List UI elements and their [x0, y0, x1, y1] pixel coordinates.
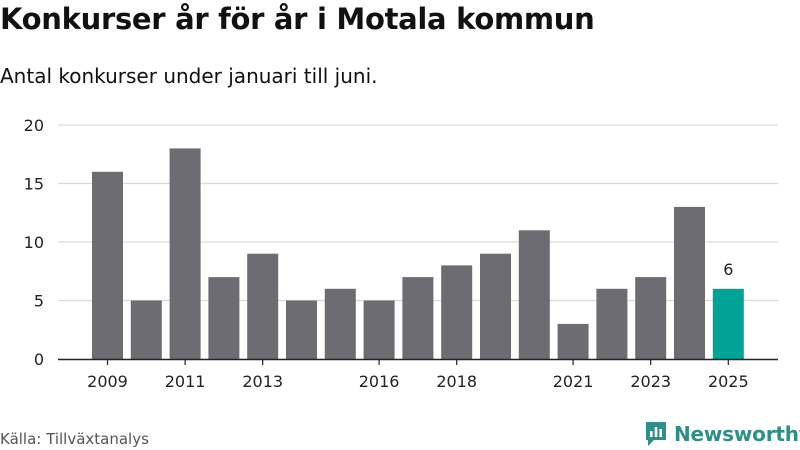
bar: [208, 277, 240, 359]
x-tick-label: 2021: [553, 372, 594, 391]
y-tick-label: 0: [34, 350, 44, 369]
bar: [441, 265, 473, 359]
brand-name: Newsworthy: [674, 422, 800, 446]
brand-logo: Newsworthy: [644, 420, 800, 448]
y-tick-label: 10: [24, 233, 44, 252]
source-note: Källa: Tillväxtanalys: [0, 430, 149, 448]
chart-subtitle: Antal konkurser under januari till juni.: [0, 64, 378, 88]
bar: [596, 288, 628, 359]
grid-layer: [58, 124, 778, 302]
bar: [363, 300, 395, 359]
bar: [247, 253, 279, 359]
chart-title: Konkurser år för år i Motala kommun: [0, 2, 595, 36]
bar-chart: 0 5 10 15 20 2009 2011 2013 2016 2018 2021 2023 2025…: [24, 116, 778, 391]
label-layer: 0 5 10 15 20 2009 2011 2013 2016 2018 2021 2023 2025…: [24, 116, 749, 391]
bar: [518, 230, 550, 359]
bar-layer: [92, 148, 744, 359]
x-tick-label: 2011: [165, 372, 206, 391]
x-tick-label: 2013: [242, 372, 283, 391]
x-tick-label: 2025: [708, 372, 749, 391]
x-tick-label: 2023: [630, 372, 671, 391]
bar: [92, 171, 123, 359]
y-tick-label: 5: [34, 292, 44, 311]
bar: [402, 277, 434, 359]
bar: [557, 323, 589, 359]
bar: [324, 288, 356, 359]
bar-chart-icon: [646, 422, 666, 446]
data-label: 6: [723, 260, 733, 279]
bar: [480, 253, 511, 359]
x-tick-label: 2018: [436, 372, 477, 391]
x-tick-label: 2009: [87, 372, 128, 391]
bar: [712, 288, 744, 359]
bar: [635, 277, 667, 359]
y-tick-label: 15: [24, 175, 44, 194]
x-tick-label: 2016: [359, 372, 400, 391]
bar: [286, 300, 317, 359]
y-tick-label: 20: [24, 116, 44, 135]
bar: [130, 300, 162, 359]
axis-layer: [58, 358, 778, 365]
bar: [674, 206, 705, 359]
bar: [169, 148, 201, 359]
